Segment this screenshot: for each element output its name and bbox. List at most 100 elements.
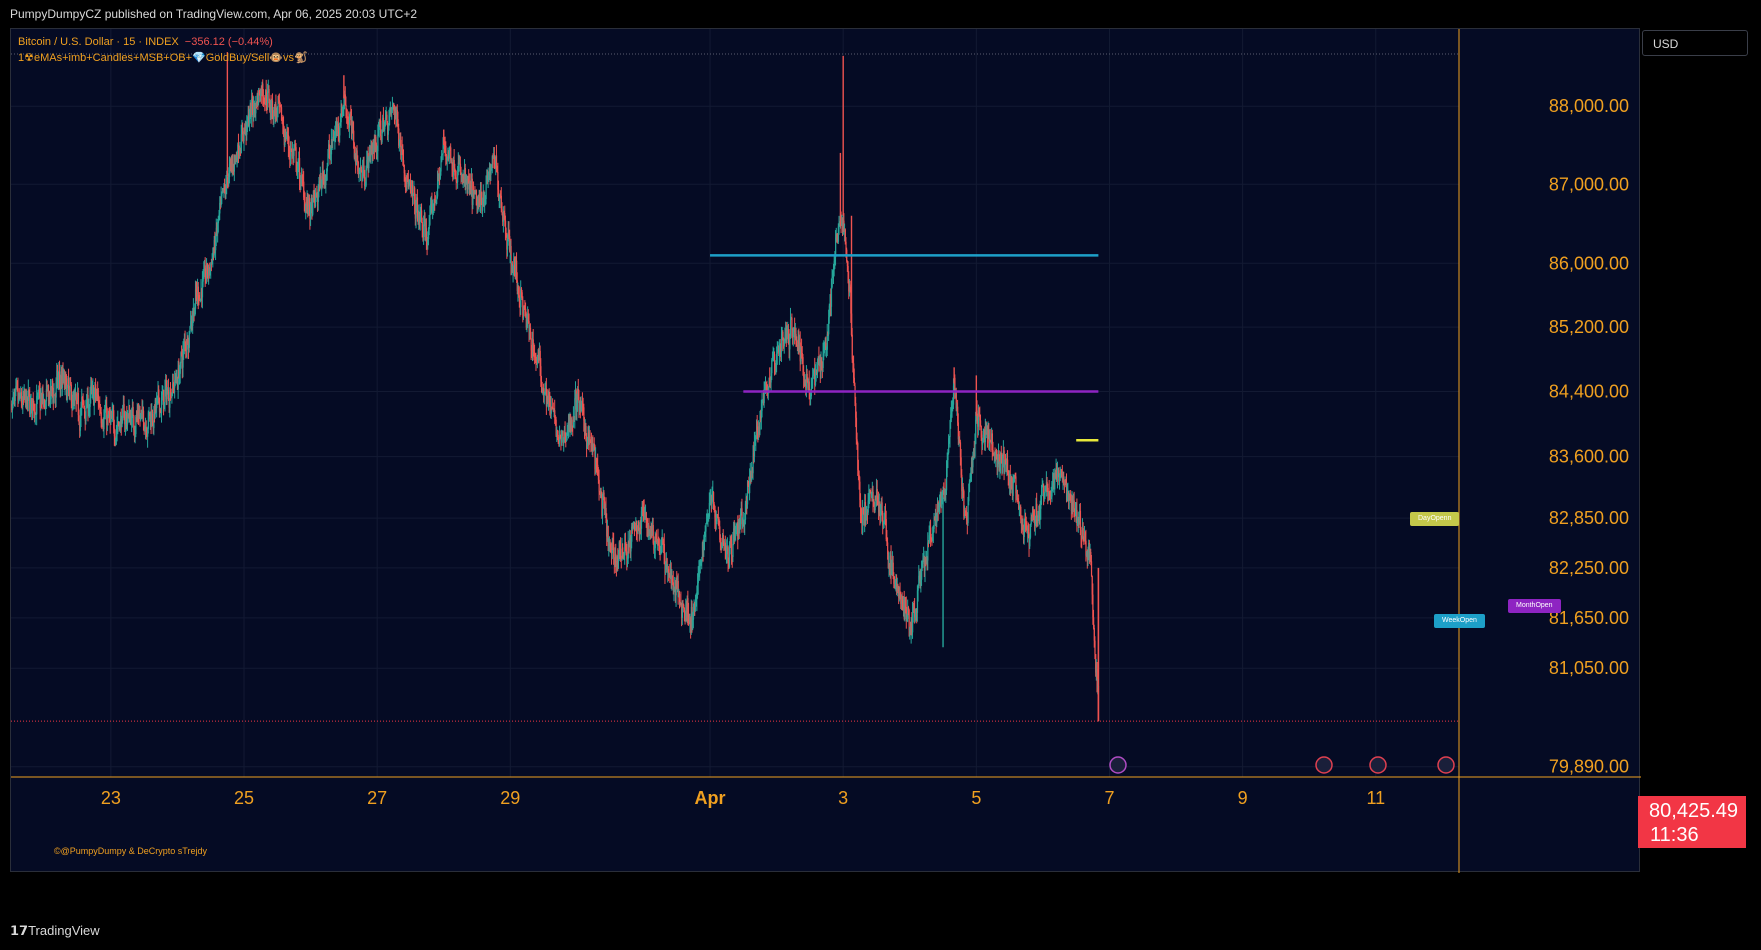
candle-body [279,102,281,105]
price-chart[interactable]: 88,000.0087,000.0086,000.0085,200.0084,4… [11,29,1641,873]
candle-body [572,417,575,428]
candle-body [149,411,152,420]
candle-body [238,152,240,155]
candle-body [554,410,556,418]
chart-area[interactable]: 88,000.00 87,000.00 86,000.00 85,200.00 84,4… [10,28,1641,873]
candle-body [15,385,17,390]
candle-body [618,542,620,553]
candle-body [539,350,541,367]
candle-body [251,99,254,107]
candle-body [660,549,662,555]
candle-body [477,204,479,207]
candle-body [77,392,79,416]
candle-body [444,143,446,146]
candle-body [102,422,104,430]
candle-body [921,568,923,580]
footer-brand[interactable]: TradingView [28,923,100,938]
candle-body [126,413,128,425]
candle-body [688,613,690,621]
candle-body [629,538,631,544]
candle-body [708,516,710,518]
candle-body [111,415,113,419]
candle-body [48,393,50,406]
candle-body [952,404,954,407]
candle-body [223,184,225,192]
candle-body [207,273,209,276]
candle-body [1002,450,1005,456]
candle-body [124,421,127,425]
currency-selector[interactable]: USD [1642,30,1748,56]
candle-body [917,586,919,591]
candle-body [366,159,368,169]
candle-body [773,354,775,356]
candle-body [142,410,144,412]
candle-body [108,414,110,418]
candle-body [766,384,768,388]
candle-body [900,595,903,604]
candle-body [533,351,535,353]
candle-body [833,261,835,270]
candle-body [461,174,464,179]
candle-body [1068,491,1070,501]
candle-body [119,424,121,430]
candle-body [1087,549,1089,560]
candle-body [812,375,814,379]
candle-body [517,288,519,291]
candle-body [360,167,362,172]
candle-body [996,455,998,468]
candle-body [322,170,324,178]
candle-body [484,199,487,202]
candle-body [206,263,208,274]
candle-body [342,106,344,108]
candle-body [208,267,210,276]
candle-body [830,294,832,307]
candle-body [511,264,514,273]
candle-body [634,525,636,530]
candle-body [298,157,300,163]
candle-body [584,420,586,432]
candle-body [923,557,926,571]
candle-body [954,377,956,398]
legend-change: −356.12 (−0.44%) [184,36,273,48]
candle-body [765,382,767,387]
candle-body [885,519,887,540]
candle-body [649,530,651,532]
candle-body [459,163,462,174]
candle-body [733,528,736,535]
candle-body [985,429,987,433]
candle-body [933,517,935,529]
candle-body [79,416,82,431]
tradingview-logo-icon[interactable]: 𝟭𝟳 [10,923,29,938]
candle-body [28,389,30,395]
candle-body [666,558,668,573]
candle-body [1083,536,1085,538]
candle-body [1048,491,1050,493]
candle-body [627,558,629,560]
candle-body [1036,516,1039,523]
candle-body [16,381,18,389]
candle-body [843,220,845,233]
candle-body [422,229,424,237]
candle-body [1075,509,1077,512]
candle-body [777,348,779,352]
candle-body [948,437,950,439]
candle-body [419,210,421,221]
candle-body [305,204,307,214]
candle-body [137,412,139,414]
candle-body [531,350,533,354]
candle-body [49,393,51,400]
candle-body [90,385,93,391]
candle-body [176,379,178,381]
candle-body [132,406,134,416]
candle-body [1000,453,1002,463]
candle-body [559,435,561,437]
candle-body [480,192,482,201]
candle-body [258,90,260,103]
candle-body [1060,469,1062,476]
candle-body [268,88,270,102]
candle-body [159,409,161,412]
candle-body [1030,517,1032,525]
candle-body [958,439,960,441]
candle-body [691,606,693,628]
candle-body [61,375,63,388]
